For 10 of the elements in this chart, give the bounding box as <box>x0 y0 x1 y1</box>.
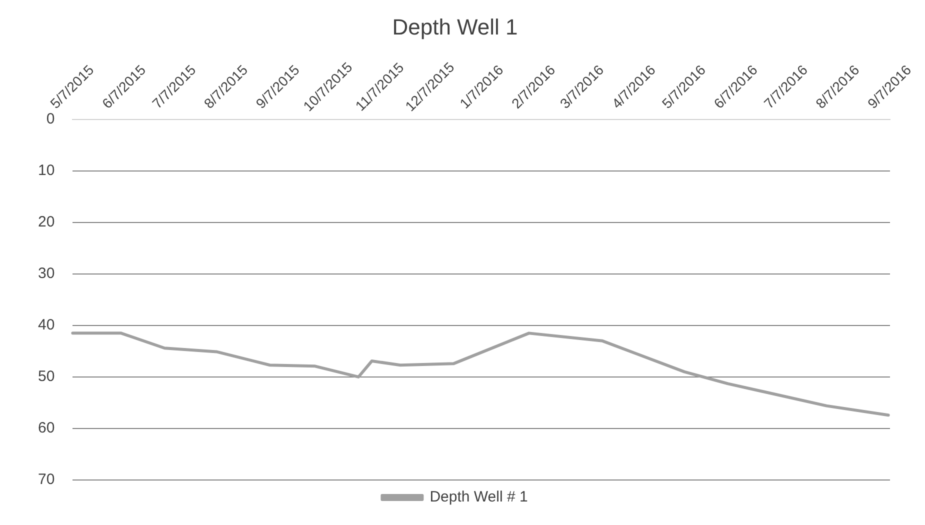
legend-label: Depth Well # 1 <box>430 488 528 506</box>
y-tick-label: 10 <box>38 162 55 180</box>
y-tick-label: 0 <box>46 110 55 128</box>
y-tick-label: 40 <box>38 316 55 334</box>
chart-title: Depth Well 1 <box>392 14 518 40</box>
y-tick-label: 70 <box>38 471 55 488</box>
y-tick-label: 60 <box>38 420 55 437</box>
y-tick-label: 30 <box>38 265 55 282</box>
y-tick-label: 50 <box>38 368 55 386</box>
y-tick-label: 20 <box>38 214 55 231</box>
